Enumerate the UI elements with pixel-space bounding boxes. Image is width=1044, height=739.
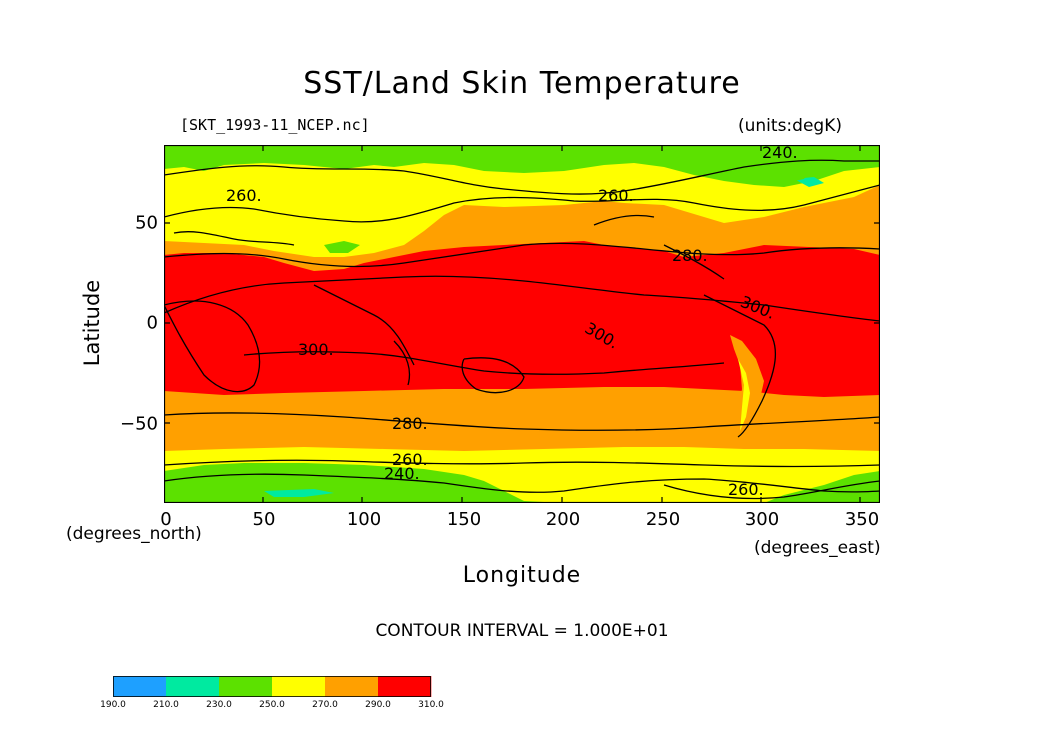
contour-interval-note: CONTOUR INTERVAL = 1.000E+01 bbox=[375, 621, 669, 641]
contour-label: 260. bbox=[598, 186, 634, 205]
colorbar-swatch bbox=[166, 676, 220, 697]
contour-label: 260. bbox=[728, 480, 764, 499]
contour-lines bbox=[164, 159, 880, 500]
colorbar-swatch bbox=[113, 676, 167, 697]
contour-label: 280. bbox=[672, 246, 708, 265]
band-north-green bbox=[164, 145, 880, 187]
y-units-note: (degrees_north) bbox=[66, 524, 202, 544]
x-tick-label: 200 bbox=[545, 509, 581, 530]
colorbar-swatch bbox=[325, 676, 379, 697]
x-tick-label: 0 bbox=[160, 509, 172, 530]
band-south-cyan bbox=[264, 489, 334, 497]
y-tick-label: 50 bbox=[135, 212, 158, 234]
colorbar-label: 270.0 bbox=[312, 700, 338, 710]
x-tick-label: 250 bbox=[645, 509, 681, 530]
plot-title: SST/Land Skin Temperature bbox=[303, 66, 741, 101]
contour-label: 300. bbox=[298, 340, 334, 359]
plot-frame bbox=[164, 145, 880, 503]
contour-label: 240. bbox=[762, 143, 798, 162]
x-axis-title: Longitude bbox=[462, 563, 582, 588]
colorbar-label: 230.0 bbox=[206, 700, 232, 710]
colorbar bbox=[113, 676, 432, 697]
dataset-filename: [SKT_1993-11_NCEP.nc] bbox=[180, 116, 370, 134]
tibet-green bbox=[324, 241, 360, 253]
x-tick-label: 100 bbox=[346, 509, 382, 530]
contour-label: 280. bbox=[392, 414, 428, 433]
contour-label: 260. bbox=[392, 450, 428, 469]
colorbar-label: 250.0 bbox=[259, 700, 285, 710]
x-units-note: (degrees_east) bbox=[754, 538, 881, 558]
colorbar-swatch bbox=[219, 676, 273, 697]
band-south-green bbox=[164, 463, 880, 503]
colorbar-swatch bbox=[378, 676, 432, 697]
contour-label: 240. bbox=[384, 464, 420, 483]
temperature-map bbox=[164, 145, 880, 503]
colorbar-label: 310.0 bbox=[418, 700, 444, 710]
x-tick-label: 150 bbox=[446, 509, 482, 530]
x-tick-label: 50 bbox=[252, 509, 276, 530]
x-tick-label: 300 bbox=[744, 509, 780, 530]
colorbar-swatch bbox=[272, 676, 326, 697]
colorbar-label: 190.0 bbox=[100, 700, 126, 710]
andes-yellow bbox=[738, 359, 750, 431]
y-tick-label: 0 bbox=[146, 312, 158, 334]
y-tick-label: −50 bbox=[120, 413, 158, 435]
colorbar-label: 210.0 bbox=[153, 700, 179, 710]
colorbar-label: 290.0 bbox=[365, 700, 391, 710]
x-tick-label: 350 bbox=[844, 509, 880, 530]
units-label: (units:degK) bbox=[738, 116, 842, 136]
y-axis-title: Latitude bbox=[80, 279, 104, 367]
contour-label: 260. bbox=[226, 186, 262, 205]
